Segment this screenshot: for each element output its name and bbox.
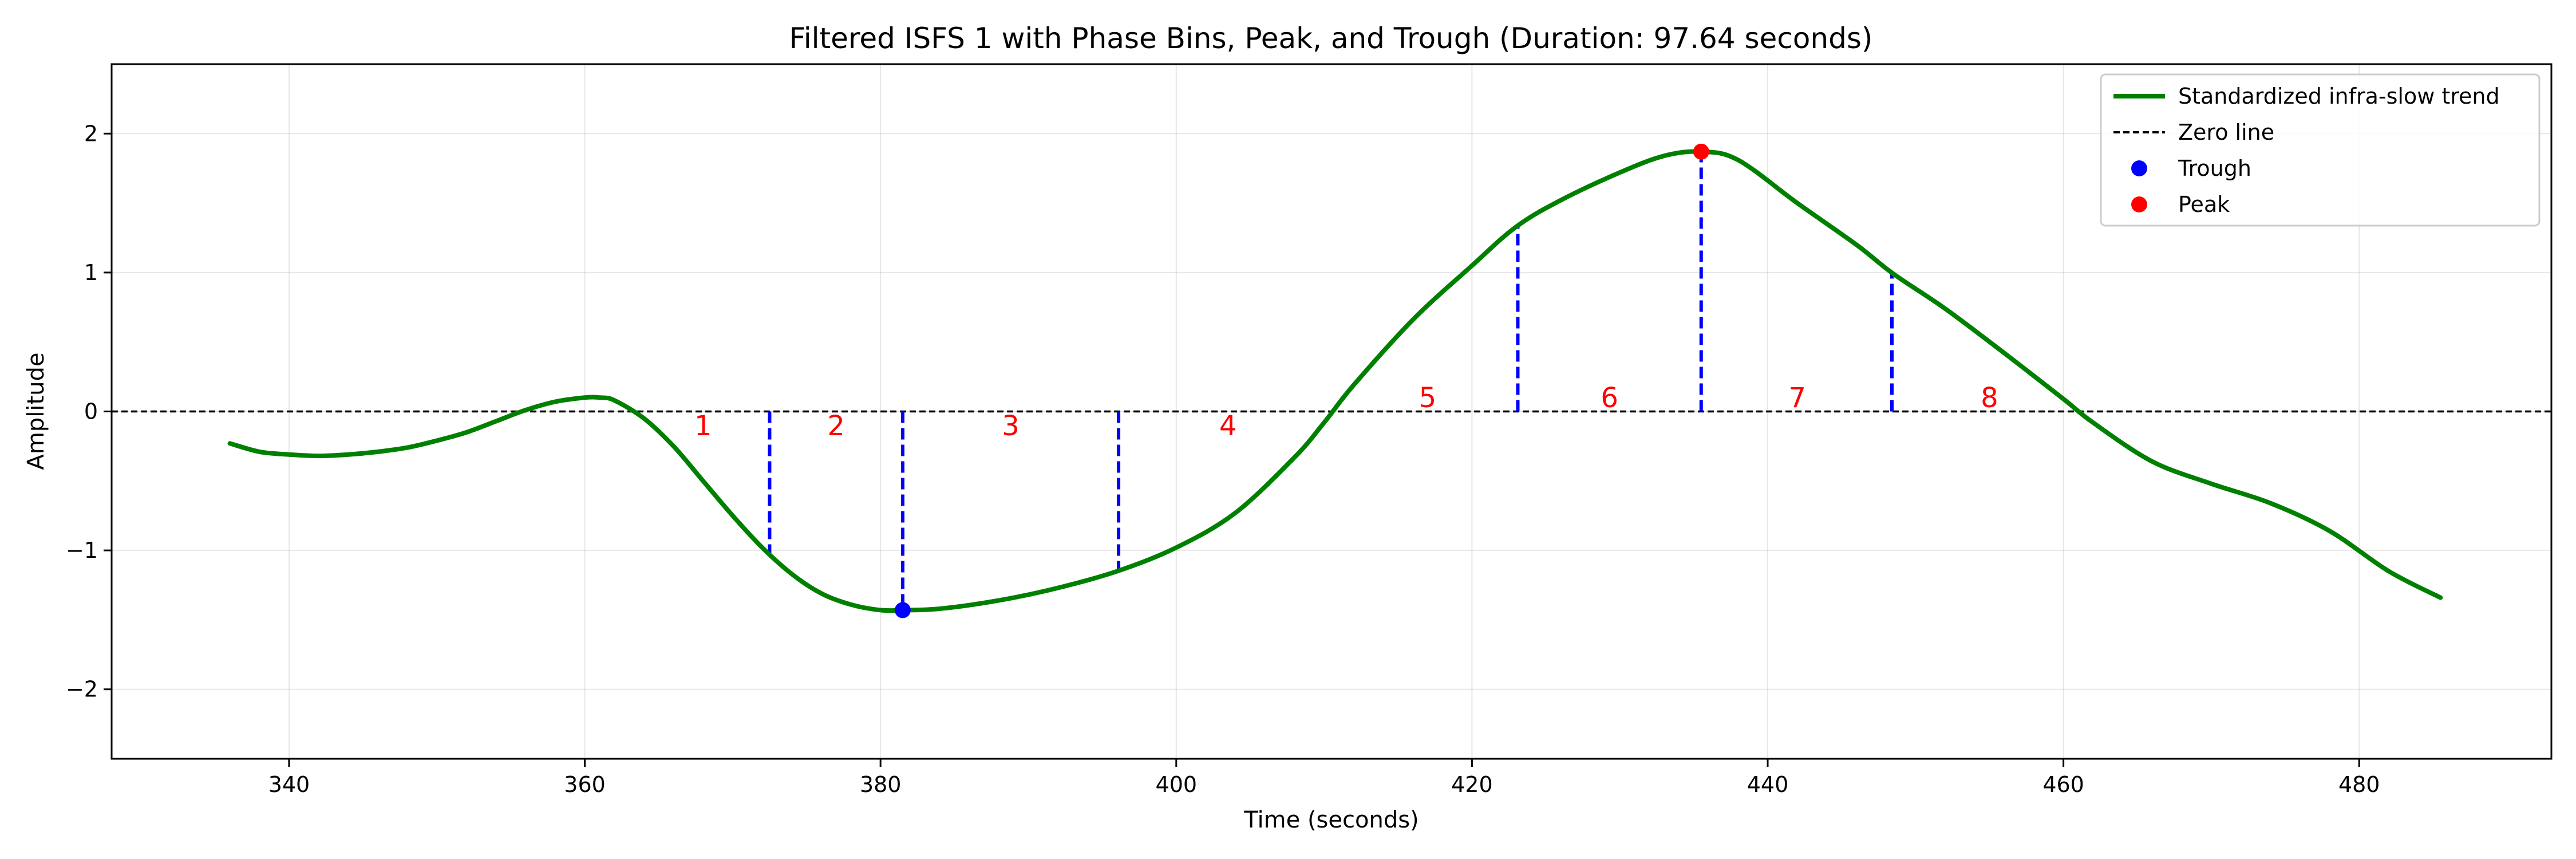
trough-marker (894, 602, 911, 618)
x-tick-label: 380 (860, 772, 902, 797)
x-axis-label: Time (seconds) (1243, 807, 1419, 833)
x-tick-label: 360 (564, 772, 606, 797)
x-tick-label: 420 (1451, 772, 1493, 797)
legend-trend-label: Standardized infra-slow trend (2178, 84, 2500, 109)
phase-bin-label: 1 (694, 410, 712, 442)
phase-bin-label: 7 (1788, 382, 1806, 414)
legend-box (2100, 73, 2541, 227)
legend-trough-label: Trough (2178, 156, 2251, 181)
x-tick-label: 340 (268, 772, 310, 797)
legend: Standardized infra-slow trend Zero line … (2100, 73, 2541, 227)
phase-bin-label: 8 (1981, 382, 1998, 414)
y-tick-label: −2 (66, 677, 98, 702)
x-tick-label: 460 (2042, 772, 2084, 797)
phase-bin-label: 2 (827, 410, 845, 442)
legend-zero-label: Zero line (2178, 120, 2274, 145)
legend-peak-marker (2131, 196, 2147, 212)
axis-ticks: 340 360 380 400 420 440 460 480 −2 −1 0 1 2 (66, 121, 2380, 797)
peak-marker (1693, 143, 1709, 160)
y-tick-label: 1 (84, 260, 98, 285)
x-tick-label: 440 (1747, 772, 1789, 797)
y-axis-label: Amplitude (23, 353, 49, 470)
phase-bin-label: 6 (1601, 382, 1618, 414)
chart-title: Filtered ISFS 1 with Phase Bins, Peak, a… (789, 22, 1873, 55)
y-tick-label: −1 (66, 538, 98, 563)
plot-area: 1 2 3 4 5 6 7 8 (112, 143, 2551, 618)
legend-peak-label: Peak (2178, 192, 2230, 217)
phase-bin-label: 3 (1002, 410, 1020, 442)
y-tick-label: 2 (84, 121, 98, 146)
x-tick-label: 480 (2338, 772, 2380, 797)
x-tick-label: 400 (1156, 772, 1198, 797)
phase-bin-label: 4 (1219, 410, 1237, 442)
y-tick-label: 0 (84, 399, 98, 424)
trend-line (227, 149, 2443, 613)
legend-trough-marker (2131, 160, 2147, 176)
phase-bin-label: 5 (1419, 382, 1437, 414)
